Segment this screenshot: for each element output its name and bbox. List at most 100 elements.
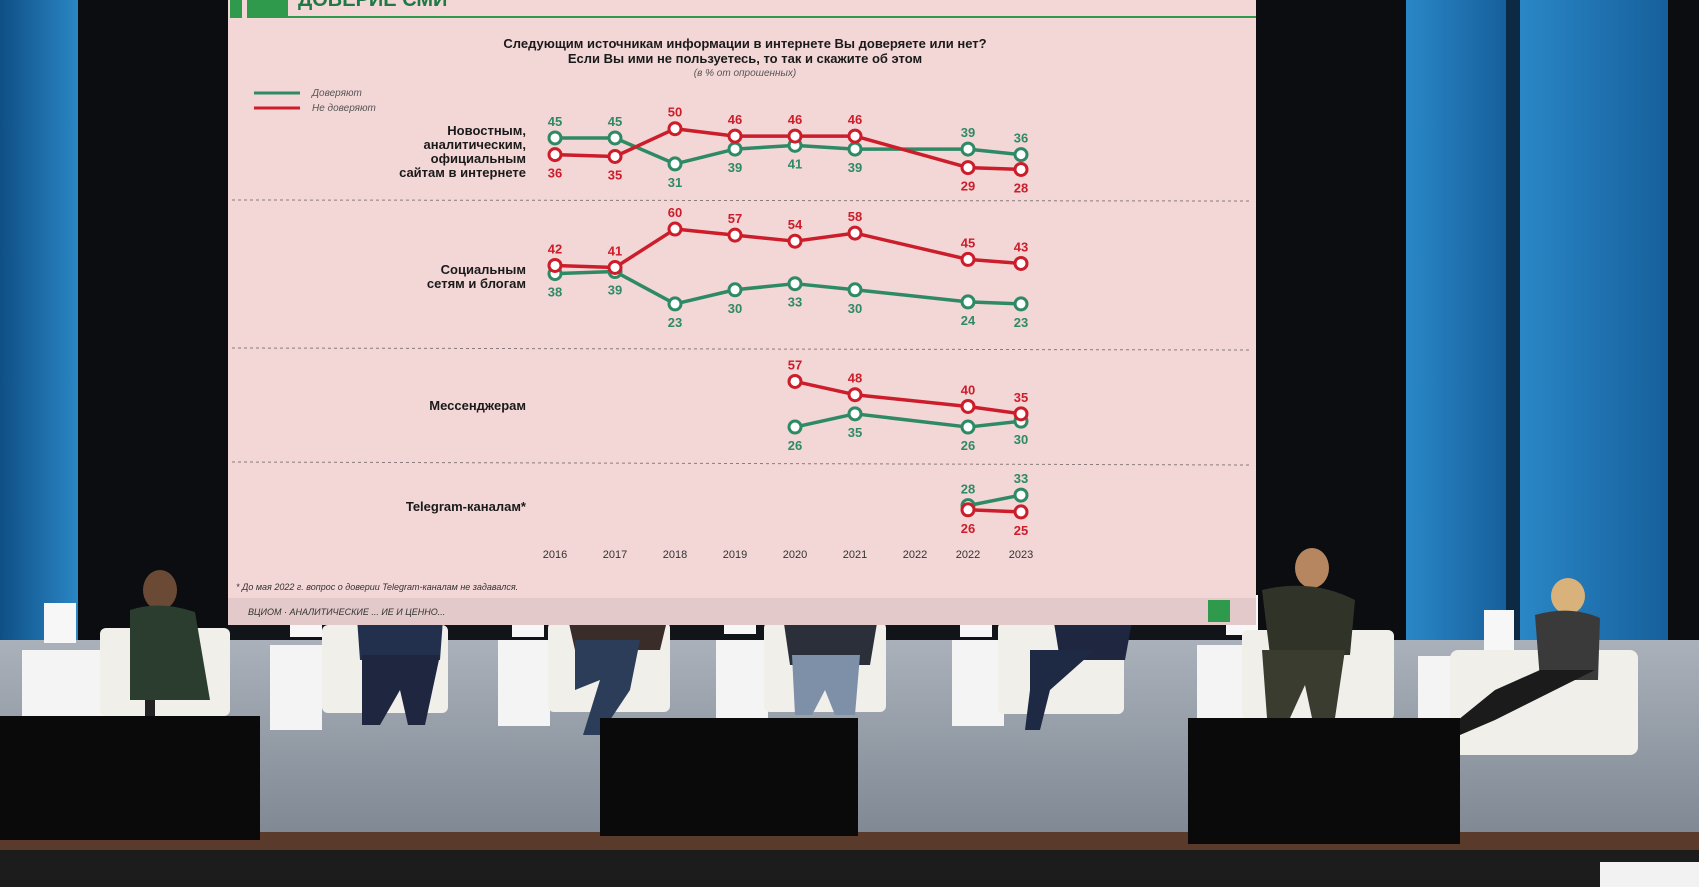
data-point	[547, 130, 563, 146]
data-label: 28	[961, 482, 975, 497]
x-tick-label: 2022	[956, 549, 980, 561]
panelist-1	[22, 570, 230, 722]
data-label: 39	[848, 160, 862, 175]
data-point	[960, 141, 976, 157]
data-point	[1013, 487, 1029, 503]
data-point	[847, 282, 863, 298]
header-rule	[288, 16, 1256, 18]
chart-title-line2: Если Вы ими не пользуетесь, то так и ска…	[568, 51, 922, 66]
data-point	[960, 251, 976, 267]
category-label-messengers: Мессенджерам	[429, 398, 526, 413]
legend: Доверяют Не доверяют	[254, 88, 376, 114]
side-table	[716, 640, 768, 720]
left-blue-backdrop	[0, 0, 78, 640]
x-tick-label: 2022	[903, 549, 927, 561]
data-label: 58	[848, 209, 862, 224]
data-label: 31	[668, 175, 682, 190]
data-label: 23	[668, 315, 682, 330]
panel-0: 45 45 31 39 41 39 39 36 36 35 50 46 46 46 29 28	[547, 105, 1029, 195]
data-point	[847, 406, 863, 422]
side-table	[498, 640, 550, 726]
data-label: 46	[728, 112, 742, 127]
stage-monitor-left	[0, 716, 260, 840]
panel-divider	[231, 199, 1251, 202]
data-label: 45	[548, 114, 562, 129]
data-point	[960, 398, 976, 414]
legend-label-trust: Доверяют	[311, 88, 362, 99]
data-point	[787, 128, 803, 144]
data-label: 43	[1014, 239, 1028, 254]
data-label: 26	[788, 438, 802, 453]
category-line: сетям и блогам	[427, 276, 526, 291]
category-line: официальным	[431, 151, 526, 166]
data-point	[607, 130, 623, 146]
stage-monitor-right	[1188, 718, 1460, 844]
data-label: 26	[961, 438, 975, 453]
data-point	[960, 160, 976, 176]
data-label: 35	[1014, 390, 1028, 405]
data-label: 30	[1014, 432, 1028, 447]
name-card	[1484, 610, 1514, 650]
stage-monitor-center	[600, 718, 858, 836]
data-label: 33	[1014, 471, 1028, 486]
series-line-trust	[967, 493, 1022, 508]
chart-subtitle: (в % от опрошенных)	[694, 68, 796, 79]
series-line-distrust	[554, 227, 1022, 270]
data-point	[547, 147, 563, 163]
x-tick-label: 2016	[543, 549, 567, 561]
data-point	[1013, 255, 1029, 271]
data-label: 39	[728, 160, 742, 175]
data-label: 42	[548, 241, 562, 256]
series-line-distrust	[794, 379, 1022, 416]
data-point	[847, 141, 863, 157]
data-point	[667, 296, 683, 312]
data-label: 29	[961, 179, 975, 194]
trust-chart: ДОВЕРИЕ СМИ Следующим источникам информа…	[228, 0, 1256, 625]
data-point	[667, 221, 683, 237]
data-point	[1013, 147, 1029, 163]
data-label: 38	[548, 285, 562, 300]
legend-label-distrust: Не доверяют	[312, 103, 376, 114]
data-label: 48	[848, 371, 862, 386]
data-label: 39	[608, 283, 622, 298]
data-label: 33	[788, 295, 802, 310]
data-point	[847, 387, 863, 403]
data-label: 25	[1014, 523, 1028, 538]
data-label: 30	[848, 301, 862, 316]
data-point	[960, 294, 976, 310]
data-label: 41	[608, 244, 622, 259]
data-label: 23	[1014, 315, 1028, 330]
data-label: 60	[668, 205, 682, 220]
data-label: 45	[961, 235, 975, 250]
x-tick-label: 2018	[663, 549, 687, 561]
x-tick-label: 2020	[783, 549, 807, 561]
data-point	[787, 233, 803, 249]
data-label: 41	[788, 156, 802, 171]
data-point	[727, 227, 743, 243]
data-point	[607, 148, 623, 164]
data-point	[1013, 296, 1029, 312]
x-tick-label: 2023	[1009, 549, 1033, 561]
series-line-distrust	[554, 126, 1022, 172]
panel-2: 26 35 26 30 57 48 40 35	[787, 357, 1029, 453]
x-tick-label: 2017	[603, 549, 627, 561]
bottom-logo-block	[1208, 600, 1230, 622]
x-tick-label: 2021	[843, 549, 867, 561]
data-point	[1013, 504, 1029, 520]
right-blue-backdrop-1	[1406, 0, 1506, 650]
chart-title-line1: Следующим источникам информации в интерн…	[503, 36, 986, 51]
data-label: 39	[961, 125, 975, 140]
data-point	[960, 419, 976, 435]
data-label: 24	[961, 313, 976, 328]
x-tick-label: 2019	[723, 549, 747, 561]
category-line: Новостным,	[447, 123, 526, 138]
side-table	[22, 650, 110, 722]
data-point	[727, 282, 743, 298]
category-line: Социальным	[441, 262, 526, 277]
data-label: 46	[788, 112, 802, 127]
panel-divider	[231, 347, 1251, 351]
panel-1: 38 39 23 30 33 30 24 23 42 41 60 57 54 58 45 43	[547, 205, 1029, 330]
data-label: 30	[728, 301, 742, 316]
data-point	[607, 260, 623, 275]
data-label: 35	[608, 167, 622, 182]
